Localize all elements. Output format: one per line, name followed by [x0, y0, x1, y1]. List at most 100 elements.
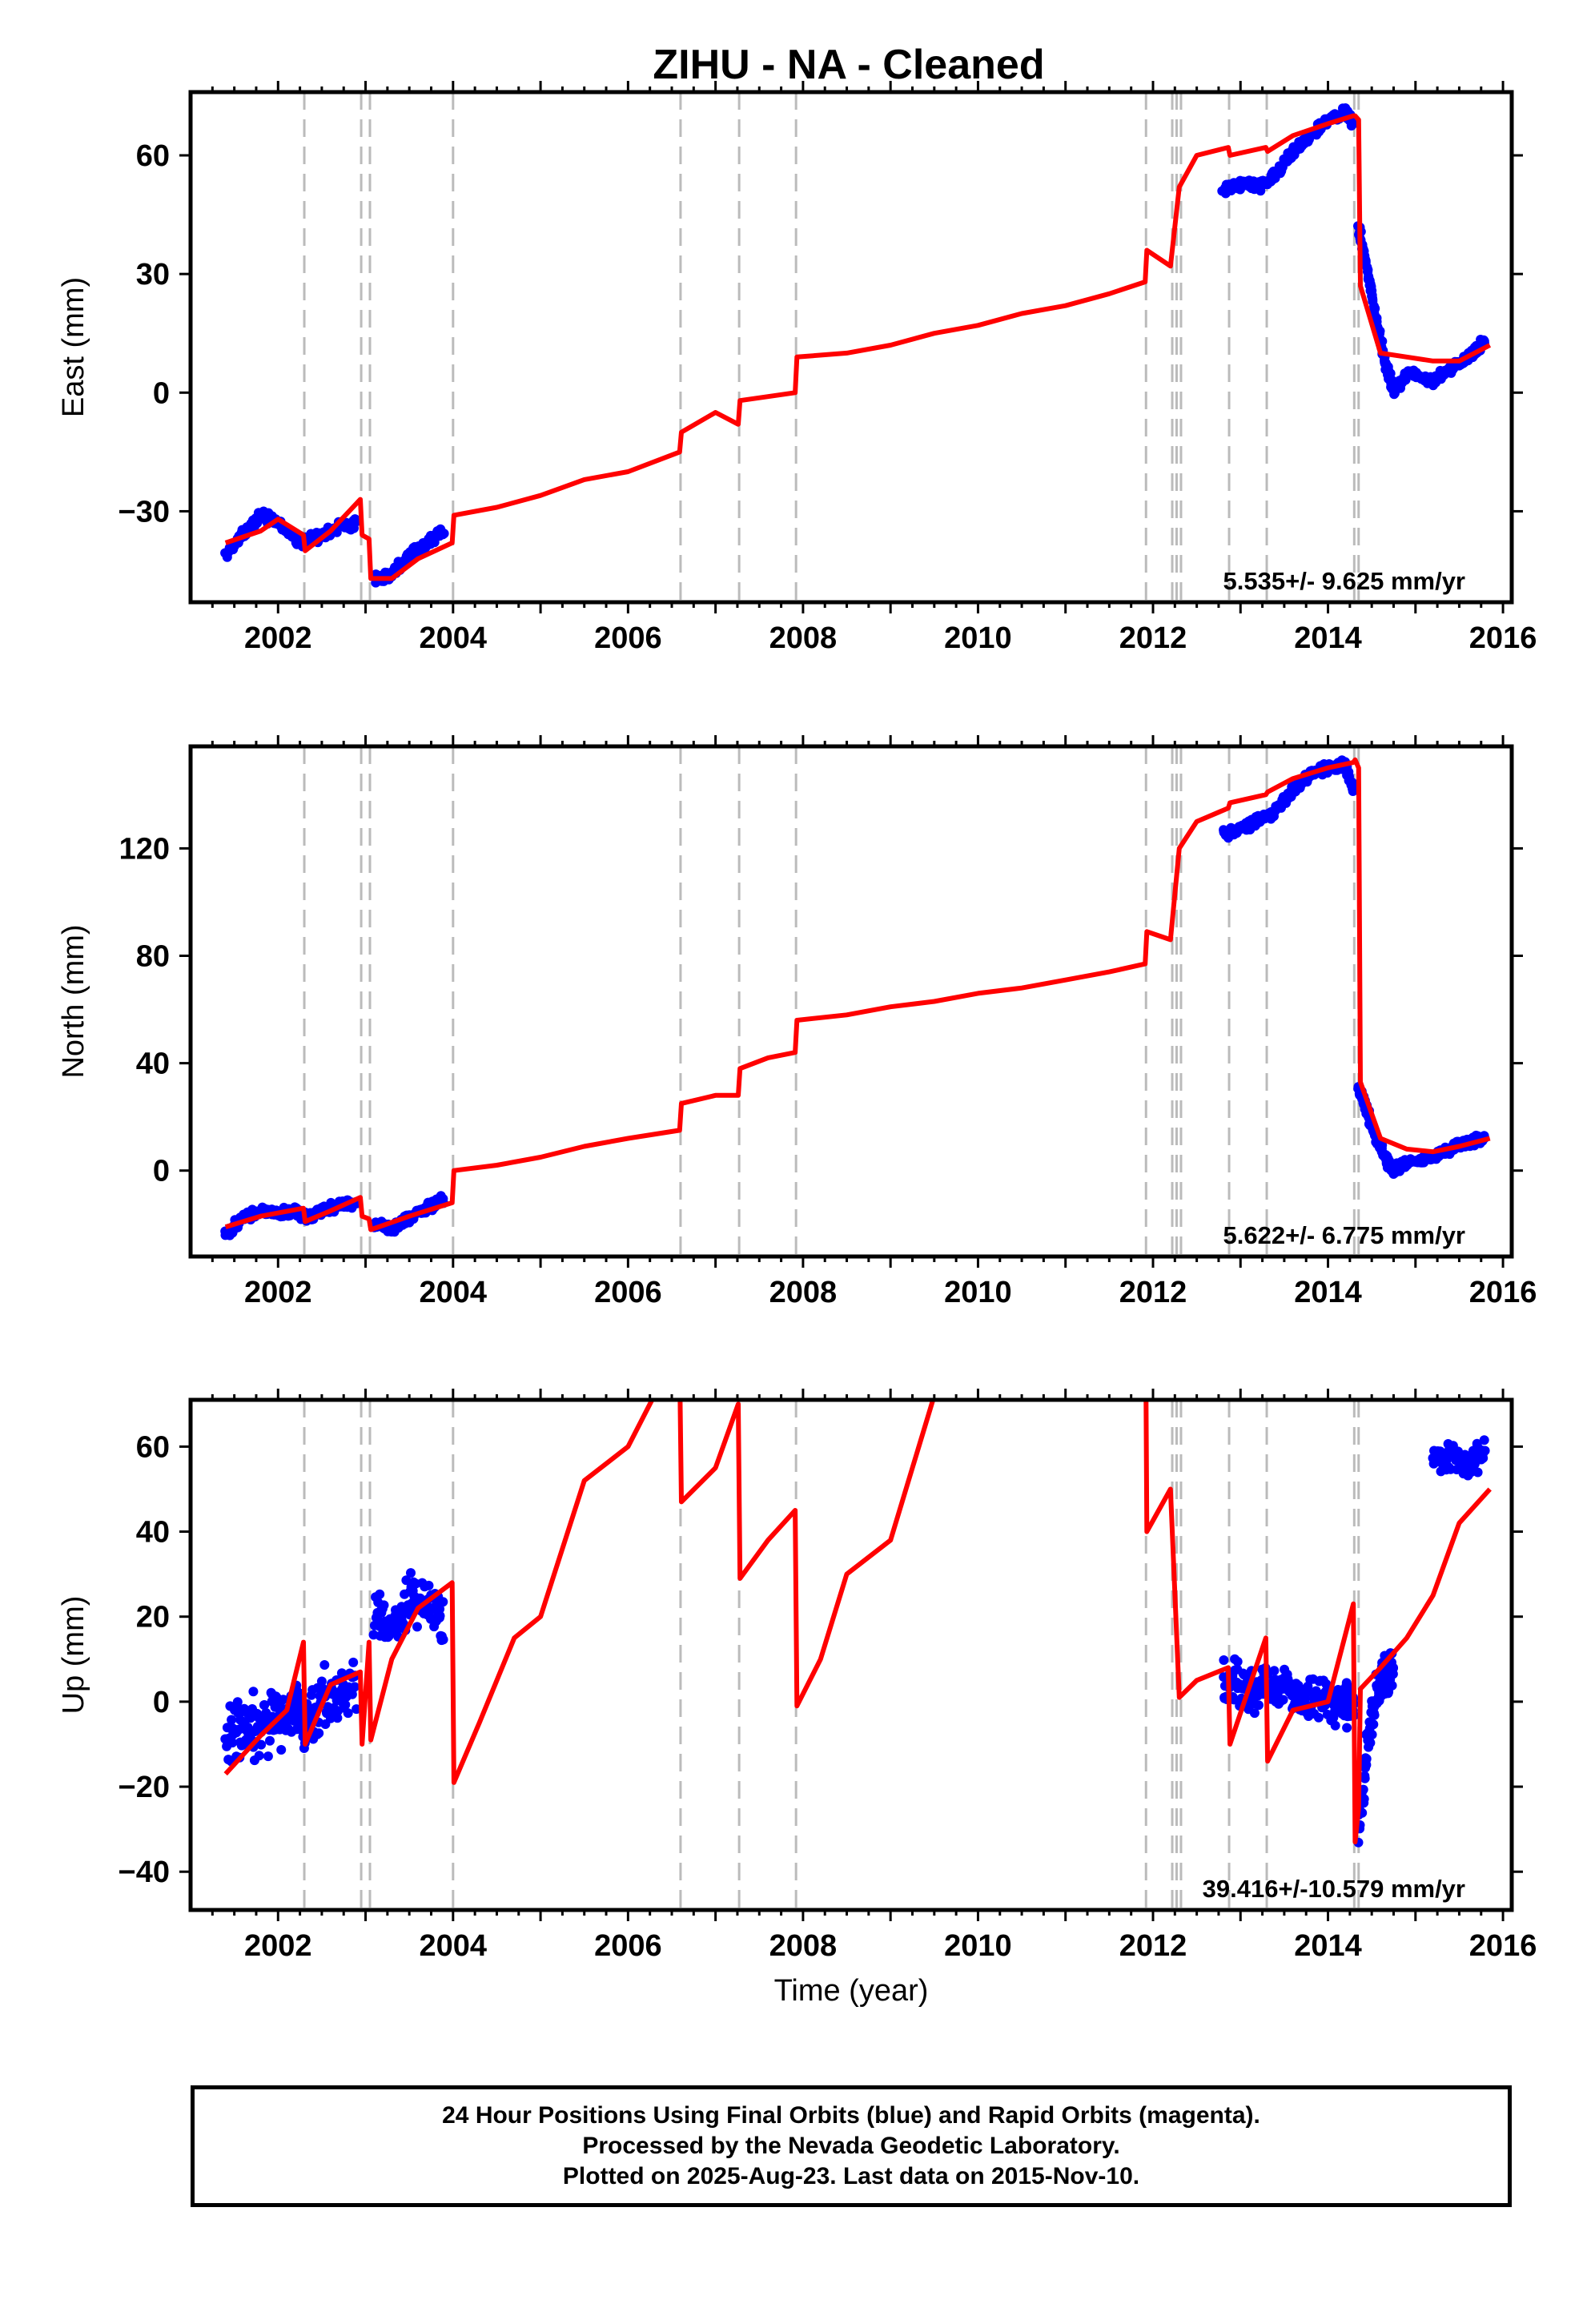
data-point — [232, 1697, 243, 1707]
x-tick-label: 2008 — [769, 1276, 838, 1309]
y-tick-label: −40 — [119, 1856, 170, 1889]
y-tick-label: 0 — [153, 1155, 170, 1188]
velocity-rate-label: 5.622+/- 6.775 mm/yr — [1223, 1221, 1465, 1249]
data-point — [316, 1676, 327, 1687]
data-points — [220, 755, 1489, 1240]
data-point — [254, 1751, 264, 1761]
data-point — [1313, 1712, 1324, 1723]
data-point — [1472, 1467, 1483, 1478]
x-tick-label: 2010 — [944, 1929, 1012, 1963]
data-point — [349, 1682, 360, 1692]
x-tick-label: 2014 — [1294, 1276, 1362, 1309]
data-point — [1330, 1720, 1340, 1731]
x-tick-label: 2006 — [594, 621, 662, 655]
data-point — [348, 1657, 359, 1667]
data-point — [439, 529, 449, 539]
x-axis-label: Time (year) — [774, 1974, 929, 2008]
data-point — [1368, 1719, 1379, 1730]
y-tick-label: 30 — [136, 258, 170, 292]
data-point — [319, 1660, 330, 1670]
data-point — [1480, 1445, 1490, 1456]
data-points — [220, 1435, 1490, 1848]
x-tick-label: 2006 — [594, 1929, 662, 1963]
data-point — [406, 1568, 416, 1578]
x-tick-label: 2016 — [1469, 1929, 1537, 1963]
plot-frame — [188, 744, 1514, 1259]
x-tick-label: 2002 — [244, 1276, 312, 1309]
velocity-rate-label: 39.416+/-10.579 mm/yr — [1203, 1875, 1465, 1903]
y-tick-label: 20 — [136, 1601, 170, 1634]
data-point — [248, 1687, 259, 1697]
data-point — [1479, 1435, 1489, 1445]
plot-frame — [188, 1397, 1514, 1912]
data-point — [1360, 257, 1371, 267]
x-tick-label: 2014 — [1294, 1929, 1362, 1963]
y-tick-label: 120 — [119, 832, 170, 866]
plot-frame — [188, 90, 1514, 605]
footer-line-orbits: 24 Hour Positions Using Final Orbits (bl… — [442, 2102, 1260, 2129]
data-point — [435, 1604, 445, 1614]
model-line — [224, 757, 1491, 1232]
velocity-rate-label: 5.535+/- 9.625 mm/yr — [1223, 567, 1465, 595]
data-point — [1387, 1680, 1397, 1691]
data-point — [263, 1751, 273, 1762]
x-tick-label: 2012 — [1119, 621, 1187, 655]
x-tick-label: 2012 — [1119, 1929, 1187, 1963]
data-point — [340, 1699, 351, 1710]
footer-caption: 24 Hour Positions Using Final Orbits (bl… — [191, 2085, 1512, 2207]
y-axis-label: Up (mm) — [57, 1596, 90, 1715]
data-point — [1254, 1700, 1264, 1711]
x-tick-label: 2016 — [1469, 1276, 1537, 1309]
data-points — [220, 103, 1490, 588]
data-point — [1359, 1794, 1369, 1804]
x-tick-label: 2012 — [1119, 1276, 1187, 1309]
x-tick-label: 2002 — [244, 621, 312, 655]
north-panel: 2002 2004 2006 2008 2010 2012 2014 2016 0 40 80 120… — [57, 735, 1537, 1309]
model-line — [224, 113, 1492, 581]
data-point — [343, 1708, 353, 1719]
x-tick-label: 2002 — [244, 1929, 312, 1963]
y-tick-label: 60 — [136, 1430, 170, 1464]
data-point — [1342, 1723, 1352, 1733]
x-tick-label: 2008 — [769, 621, 838, 655]
data-point — [1269, 1666, 1280, 1676]
data-point — [1369, 1710, 1380, 1720]
x-tick-label: 2004 — [420, 1929, 488, 1963]
data-point — [1479, 336, 1489, 347]
y-tick-label: −30 — [119, 495, 170, 529]
y-tick-label: 60 — [136, 139, 170, 173]
x-tick-label: 2016 — [1469, 621, 1537, 655]
x-tick-label: 2004 — [420, 621, 488, 655]
data-point — [259, 1700, 270, 1710]
x-tick-label: 2008 — [769, 1929, 838, 1963]
data-point — [278, 1695, 288, 1705]
footer-line-processed: Processed by the Nevada Geodetic Laborat… — [582, 2133, 1120, 2159]
data-point — [1278, 1695, 1288, 1705]
y-axis-label: North (mm) — [57, 924, 90, 1078]
data-point — [1360, 1771, 1370, 1781]
y-tick-label: 0 — [153, 376, 170, 410]
data-point — [227, 1715, 237, 1725]
y-tick-label: 0 — [153, 1686, 170, 1719]
data-point — [1249, 1708, 1260, 1719]
data-point — [256, 1739, 267, 1750]
x-tick-label: 2014 — [1294, 621, 1362, 655]
data-point — [276, 1745, 287, 1755]
data-point — [332, 1713, 343, 1723]
data-point — [412, 1622, 422, 1632]
data-point — [314, 1728, 324, 1739]
data-point — [1365, 1738, 1376, 1748]
y-tick-label: −20 — [119, 1771, 170, 1804]
model-line — [223, 1400, 1492, 1845]
data-point — [1361, 1754, 1372, 1764]
data-point — [375, 1589, 385, 1599]
y-tick-label: 40 — [136, 1516, 170, 1550]
x-tick-label: 2010 — [944, 621, 1012, 655]
x-tick-label: 2004 — [420, 1276, 488, 1309]
data-point — [1367, 1730, 1377, 1739]
up-panel: 2002 2004 2006 2008 2010 2012 2014 2016 −40 −20 0 2… — [57, 1389, 1537, 1963]
data-point — [1370, 304, 1380, 314]
data-point — [1232, 1656, 1243, 1667]
data-point — [1229, 1695, 1239, 1705]
